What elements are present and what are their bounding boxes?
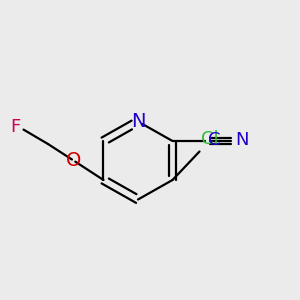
Text: N: N (236, 131, 249, 149)
Text: F: F (11, 118, 21, 136)
Text: O: O (66, 151, 81, 170)
Text: C: C (208, 131, 221, 149)
Text: Cl: Cl (201, 130, 219, 148)
Text: N: N (131, 112, 145, 131)
